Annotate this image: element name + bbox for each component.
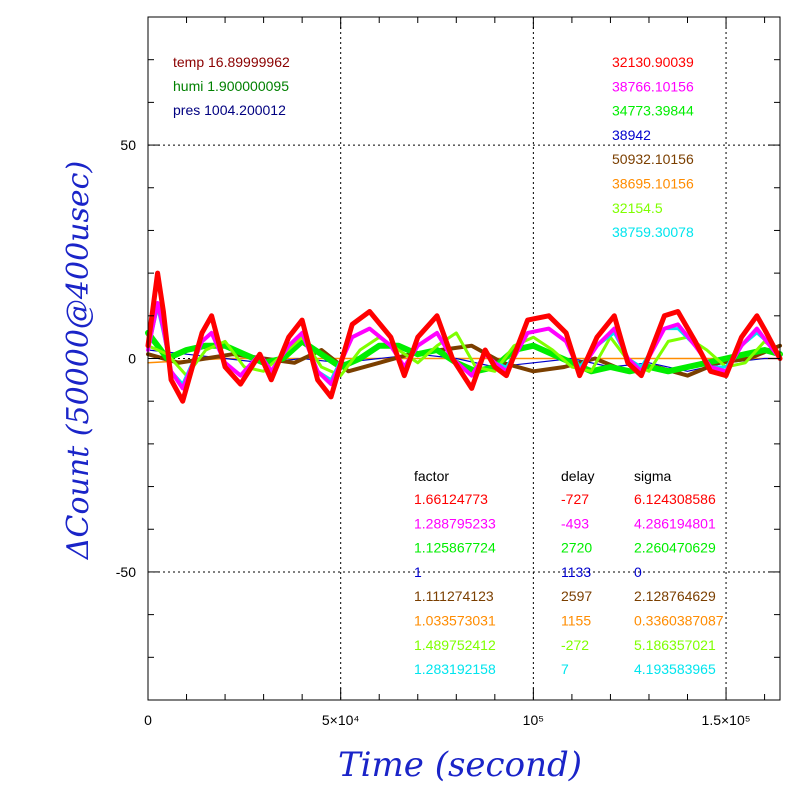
table-header: delay bbox=[561, 468, 594, 484]
table-cell-delay: -493 bbox=[561, 515, 589, 531]
legend-entry: 38695.10156 bbox=[612, 176, 694, 192]
env-label: temp 16.89999962 bbox=[173, 54, 290, 70]
series-layer bbox=[145, 270, 783, 404]
table-cell-sigma: 2.128764629 bbox=[634, 588, 716, 604]
table-cell-factor: 1.111274123 bbox=[414, 588, 494, 604]
legend-entry: 32130.90039 bbox=[612, 54, 694, 70]
table-cell-delay: -727 bbox=[561, 491, 589, 507]
legend-entry: 38766.10156 bbox=[612, 78, 694, 94]
table-cell-sigma: 4.286194801 bbox=[634, 515, 716, 531]
legend-entry: 32154.5 bbox=[612, 200, 663, 216]
legend-entry: 38759.30078 bbox=[612, 224, 694, 240]
y-axis-title: ΔCount (50000@400usec) bbox=[61, 161, 96, 560]
stats-table: factor delay sigma 1.66124773 -727 6.12430858… bbox=[414, 468, 724, 677]
x-tick-label: 5×10⁴ bbox=[322, 712, 360, 728]
table-cell-factor: 1.66124773 bbox=[414, 491, 488, 507]
x-tick-label: 0 bbox=[144, 712, 152, 728]
table-cell-delay: 7 bbox=[561, 661, 569, 677]
table-header: factor bbox=[414, 468, 449, 484]
x-tick-label: 1.5×10⁵ bbox=[702, 712, 751, 728]
table-cell-sigma: 6.124308586 bbox=[634, 491, 716, 507]
x-tick-label: 10⁵ bbox=[523, 712, 544, 728]
table-cell-delay: 2597 bbox=[561, 588, 592, 604]
table-cell-factor: 1.283192158 bbox=[414, 661, 496, 677]
table-cell-delay: -272 bbox=[561, 637, 589, 653]
table-cell-factor: 1.489752412 bbox=[414, 637, 496, 653]
table-cell-factor: 1.033573031 bbox=[414, 613, 496, 629]
y-tick-label: 0 bbox=[128, 351, 136, 367]
tick-layer: 0 5×10⁴ 10⁵ 1.5×10⁵ 50 0 -50 bbox=[116, 16, 780, 728]
table-cell-delay: 2720 bbox=[561, 540, 592, 556]
table-cell-delay: 1133 bbox=[561, 564, 591, 580]
legend-entry: 34773.39844 bbox=[612, 103, 694, 119]
y-tick-label: 50 bbox=[120, 137, 136, 153]
legend-entry: 50932.10156 bbox=[612, 151, 694, 167]
table-cell-sigma: 0 bbox=[634, 564, 642, 580]
table-cell-delay: 1155 bbox=[561, 613, 591, 629]
series-line-6 bbox=[146, 331, 782, 378]
table-cell-factor: 1.125867724 bbox=[414, 540, 496, 556]
table-cell-factor: 1.288795233 bbox=[414, 515, 496, 531]
table-cell-sigma: 2.260470629 bbox=[634, 540, 716, 556]
table-cell-sigma: 0.3360387087 bbox=[634, 613, 724, 629]
table-cell-sigma: 5.186357021 bbox=[634, 637, 716, 653]
y-tick-label: -50 bbox=[116, 564, 136, 580]
env-label: pres 1004.200012 bbox=[173, 102, 286, 118]
env-label: humi 1.900000095 bbox=[173, 78, 289, 94]
x-axis-title: Time (second) bbox=[338, 745, 582, 785]
series-line-0 bbox=[145, 270, 783, 404]
table-cell-factor: 1 bbox=[414, 564, 422, 580]
env-legend: temp 16.89999962 humi 1.900000095 pres 100… bbox=[173, 54, 290, 118]
table-header: sigma bbox=[634, 468, 672, 484]
legend-entry: 38942 bbox=[612, 127, 651, 143]
table-cell-sigma: 4.193583965 bbox=[634, 661, 716, 677]
series-legend: 32130.90039 38766.10156 34773.39844 38942 50… bbox=[612, 54, 694, 240]
